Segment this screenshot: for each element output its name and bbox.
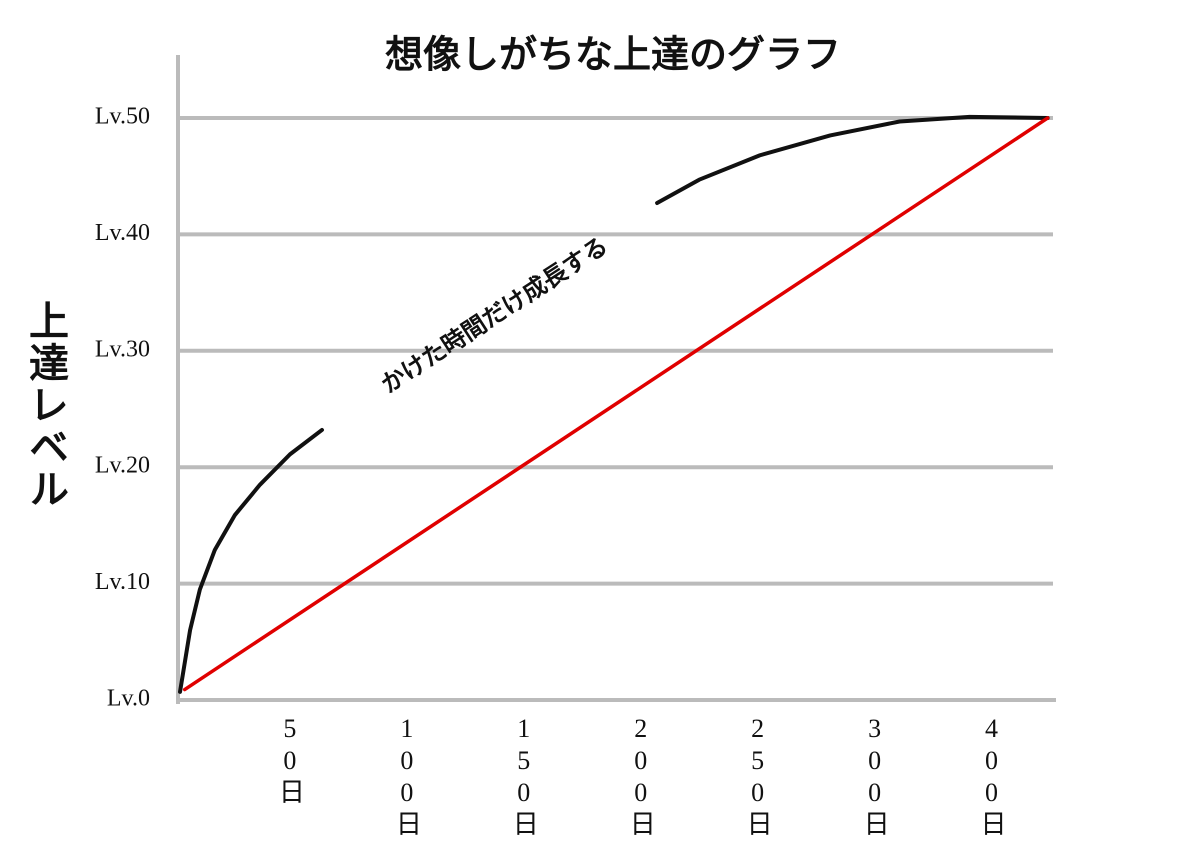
x-tick-label: 50日 — [275, 714, 304, 807]
chart-title: 想像しがちな上達のグラフ — [385, 33, 841, 77]
x-tick-label: 300日 — [860, 714, 889, 839]
y-tick-label: Lv.10 — [95, 569, 150, 595]
y-tick-label: Lv.30 — [95, 336, 150, 362]
x-tick-label: 200日 — [626, 714, 655, 839]
x-tick-label: 150日 — [509, 714, 538, 839]
y-tick-label: Lv.20 — [95, 453, 150, 479]
y-axis-label: 上達レベル — [22, 300, 69, 510]
y-tick-label: Lv.50 — [95, 104, 150, 130]
y-tick-label: Lv.40 — [95, 220, 150, 246]
line-series — [182, 116, 1050, 692]
y-tick-label: Lv.0 — [107, 686, 150, 712]
x-tick-label: 250日 — [743, 714, 772, 839]
x-tick-label: 100日 — [392, 714, 421, 839]
x-tick-label: 400日 — [977, 714, 1006, 839]
annotation: かけた時間だけ成長する — [376, 232, 613, 399]
line-series — [178, 114, 1050, 694]
